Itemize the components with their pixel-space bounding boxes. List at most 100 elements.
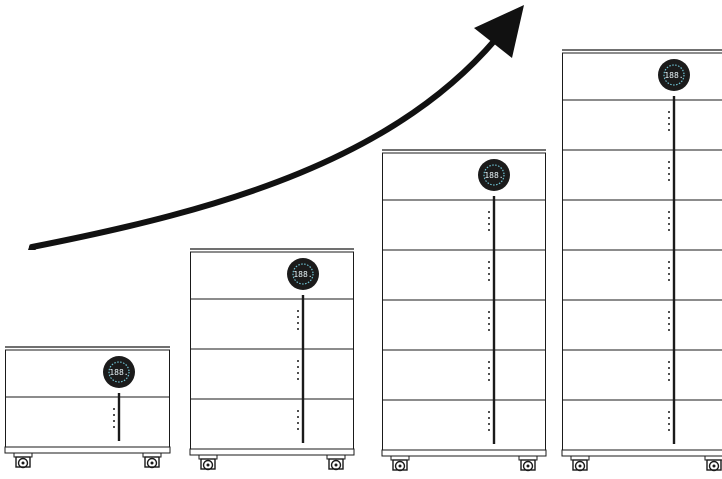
status-led <box>297 310 299 312</box>
status-led <box>668 373 670 375</box>
status-led <box>488 423 490 425</box>
control-module <box>5 349 170 398</box>
circular-display-icon: 188. <box>478 159 510 191</box>
status-led <box>668 129 670 131</box>
caster-wheel-icon <box>198 454 218 471</box>
battery-module <box>190 298 354 350</box>
status-led <box>488 279 490 281</box>
status-led <box>297 360 299 362</box>
status-led <box>668 267 670 269</box>
battery-module <box>562 99 722 151</box>
status-led <box>297 428 299 430</box>
control-module <box>562 52 722 101</box>
status-led <box>297 372 299 374</box>
status-led <box>668 123 670 125</box>
status-led <box>668 411 670 413</box>
caster-wheel-icon <box>570 455 590 472</box>
status-led <box>668 323 670 325</box>
display-readout: 188. <box>293 270 312 279</box>
status-led <box>668 217 670 219</box>
circular-display-icon: 188. <box>287 258 319 290</box>
stack-small: 188. <box>4 346 171 469</box>
status-led <box>488 429 490 431</box>
status-led <box>297 378 299 380</box>
status-led <box>668 279 670 281</box>
status-led <box>668 111 670 113</box>
battery-module <box>190 398 354 450</box>
caster-wheel-icon <box>518 455 538 472</box>
battery-module <box>562 249 722 301</box>
growth-arrow-icon <box>28 5 524 250</box>
display-readout: 188. <box>484 171 503 180</box>
status-led <box>488 367 490 369</box>
status-led <box>297 316 299 318</box>
caster-wheel-icon <box>390 455 410 472</box>
circular-display-icon: 188. <box>658 59 690 91</box>
status-led <box>488 223 490 225</box>
status-led <box>488 361 490 363</box>
stack-xlarge: 188. <box>561 49 722 472</box>
status-led <box>488 229 490 231</box>
battery-module <box>562 399 722 451</box>
base-plate <box>561 449 722 457</box>
control-module <box>190 251 354 300</box>
status-led <box>668 311 670 313</box>
status-led <box>488 211 490 213</box>
status-led <box>668 273 670 275</box>
status-led <box>488 273 490 275</box>
status-led <box>488 373 490 375</box>
battery-module <box>562 299 722 351</box>
stack-medium: 188. <box>189 248 355 471</box>
display-readout: 188. <box>109 368 128 377</box>
status-led <box>488 311 490 313</box>
status-led <box>297 422 299 424</box>
status-led <box>488 317 490 319</box>
battery-module <box>562 199 722 251</box>
status-led <box>113 408 115 410</box>
status-led <box>297 416 299 418</box>
status-led <box>668 211 670 213</box>
battery-module <box>562 149 722 201</box>
battery-module <box>190 348 354 400</box>
status-led <box>488 217 490 219</box>
battery-module <box>382 399 546 451</box>
status-led <box>297 328 299 330</box>
caster-wheel-icon <box>142 452 162 469</box>
status-led <box>668 329 670 331</box>
status-led <box>668 161 670 163</box>
status-led <box>668 173 670 175</box>
caster-wheel-icon <box>13 452 33 469</box>
status-led <box>668 429 670 431</box>
stacks-layer: 188. 188. 188. 188. <box>4 49 722 472</box>
status-led <box>668 229 670 231</box>
status-led <box>668 117 670 119</box>
caster-wheel-icon <box>326 454 346 471</box>
base-plate <box>189 448 355 456</box>
status-led <box>297 410 299 412</box>
battery-module <box>562 349 722 401</box>
control-module <box>382 152 546 201</box>
status-led <box>488 417 490 419</box>
status-led <box>488 379 490 381</box>
display-readout: 188. <box>664 71 683 80</box>
battery-module <box>382 249 546 301</box>
status-led <box>668 367 670 369</box>
battery-module <box>382 349 546 401</box>
status-led <box>488 329 490 331</box>
battery-module <box>382 199 546 251</box>
status-led <box>488 411 490 413</box>
status-led <box>668 261 670 263</box>
stack-large: 188. <box>381 149 547 472</box>
status-led <box>668 417 670 419</box>
status-led <box>668 223 670 225</box>
battery-module <box>382 299 546 351</box>
circular-display-icon: 188. <box>103 356 135 388</box>
status-led <box>113 414 115 416</box>
base-plate <box>4 446 171 454</box>
status-led <box>668 179 670 181</box>
battery-module <box>5 396 170 448</box>
status-led <box>113 420 115 422</box>
status-led <box>297 366 299 368</box>
status-led <box>668 423 670 425</box>
